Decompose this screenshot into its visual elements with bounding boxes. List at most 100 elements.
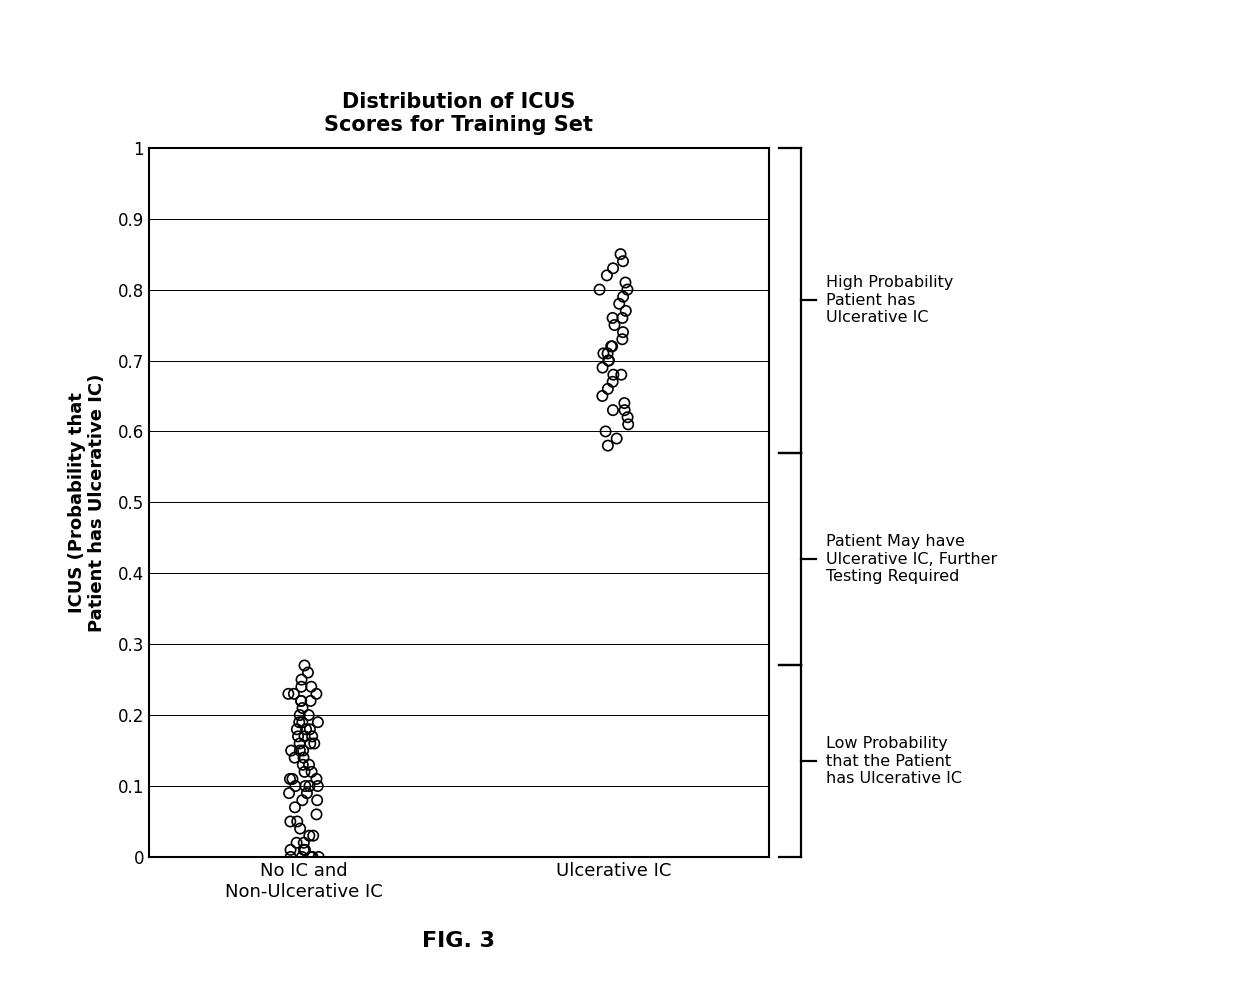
- Point: [293, 714, 312, 730]
- Point: [291, 849, 311, 865]
- Point: [299, 827, 319, 843]
- Point: [291, 693, 311, 709]
- Point: [295, 778, 315, 794]
- Point: [293, 756, 312, 772]
- Point: [284, 686, 304, 701]
- Point: [599, 353, 619, 368]
- Text: FIG. 3: FIG. 3: [423, 931, 495, 951]
- Point: [286, 721, 306, 737]
- Point: [306, 771, 326, 787]
- Text: Patient May have
Ulcerative IC, Further
Testing Required: Patient May have Ulcerative IC, Further …: [826, 534, 997, 584]
- Point: [601, 339, 621, 355]
- Point: [605, 317, 625, 333]
- Point: [598, 437, 618, 453]
- Point: [616, 303, 636, 319]
- Point: [599, 353, 619, 368]
- Point: [288, 729, 308, 745]
- Point: [308, 778, 327, 794]
- Point: [306, 686, 326, 701]
- Text: High Probability
Patient has
Ulcerative IC: High Probability Patient has Ulcerative …: [826, 276, 954, 325]
- Point: [293, 792, 312, 808]
- Point: [598, 346, 618, 361]
- Point: [304, 827, 324, 843]
- Point: [603, 339, 622, 355]
- Point: [596, 268, 616, 284]
- Point: [604, 366, 624, 382]
- Point: [280, 771, 300, 787]
- Point: [300, 693, 320, 709]
- Point: [298, 785, 317, 801]
- Point: [590, 282, 610, 297]
- Point: [308, 714, 327, 730]
- Point: [301, 679, 321, 694]
- Point: [294, 842, 314, 858]
- Point: [300, 778, 320, 794]
- Point: [290, 743, 310, 758]
- Point: [294, 750, 314, 765]
- Point: [295, 729, 315, 745]
- Y-axis label: ICUS (Probability that
Patient has Ulcerative IC): ICUS (Probability that Patient has Ulcer…: [68, 373, 107, 631]
- Point: [300, 721, 320, 737]
- Point: [290, 821, 310, 836]
- Point: [613, 310, 632, 326]
- Point: [280, 814, 300, 829]
- Point: [603, 310, 622, 326]
- Point: [295, 764, 315, 780]
- Point: [290, 736, 310, 752]
- Point: [288, 814, 308, 829]
- Point: [290, 707, 310, 723]
- Point: [294, 835, 314, 851]
- Point: [291, 672, 311, 688]
- Point: [304, 736, 324, 752]
- Point: [618, 282, 637, 297]
- Point: [593, 388, 613, 404]
- Point: [595, 424, 615, 439]
- Point: [618, 410, 637, 426]
- Point: [615, 275, 635, 291]
- Point: [598, 381, 618, 397]
- Point: [293, 700, 312, 716]
- Point: [309, 849, 329, 865]
- Point: [615, 395, 635, 411]
- Point: [593, 360, 613, 375]
- Point: [619, 417, 639, 432]
- Point: [613, 253, 632, 269]
- Point: [298, 665, 317, 681]
- Point: [291, 693, 311, 709]
- Point: [279, 686, 299, 701]
- Point: [291, 679, 311, 694]
- Point: [301, 764, 321, 780]
- Point: [285, 800, 305, 816]
- Point: [295, 842, 315, 858]
- Point: [295, 658, 315, 674]
- Point: [610, 246, 630, 262]
- Point: [594, 346, 614, 361]
- Point: [303, 849, 322, 865]
- Point: [283, 771, 303, 787]
- Title: Distribution of ICUS
Scores for Training Set: Distribution of ICUS Scores for Training…: [325, 92, 593, 135]
- Point: [303, 729, 322, 745]
- Point: [279, 785, 299, 801]
- Point: [285, 778, 305, 794]
- Point: [280, 849, 300, 865]
- Point: [614, 289, 634, 304]
- Text: Low Probability
that the Patient
has Ulcerative IC: Low Probability that the Patient has Ulc…: [826, 737, 962, 786]
- Point: [609, 296, 629, 311]
- Point: [293, 743, 312, 758]
- Point: [296, 721, 316, 737]
- Point: [289, 714, 309, 730]
- Point: [603, 260, 622, 276]
- Point: [306, 807, 326, 822]
- Point: [611, 366, 631, 382]
- Point: [301, 849, 321, 865]
- Point: [613, 324, 632, 340]
- Point: [300, 736, 320, 752]
- Point: [280, 842, 300, 858]
- Point: [281, 743, 301, 758]
- Point: [308, 792, 327, 808]
- Point: [286, 835, 306, 851]
- Point: [299, 707, 319, 723]
- Point: [603, 374, 622, 390]
- Point: [299, 756, 319, 772]
- Point: [606, 430, 626, 446]
